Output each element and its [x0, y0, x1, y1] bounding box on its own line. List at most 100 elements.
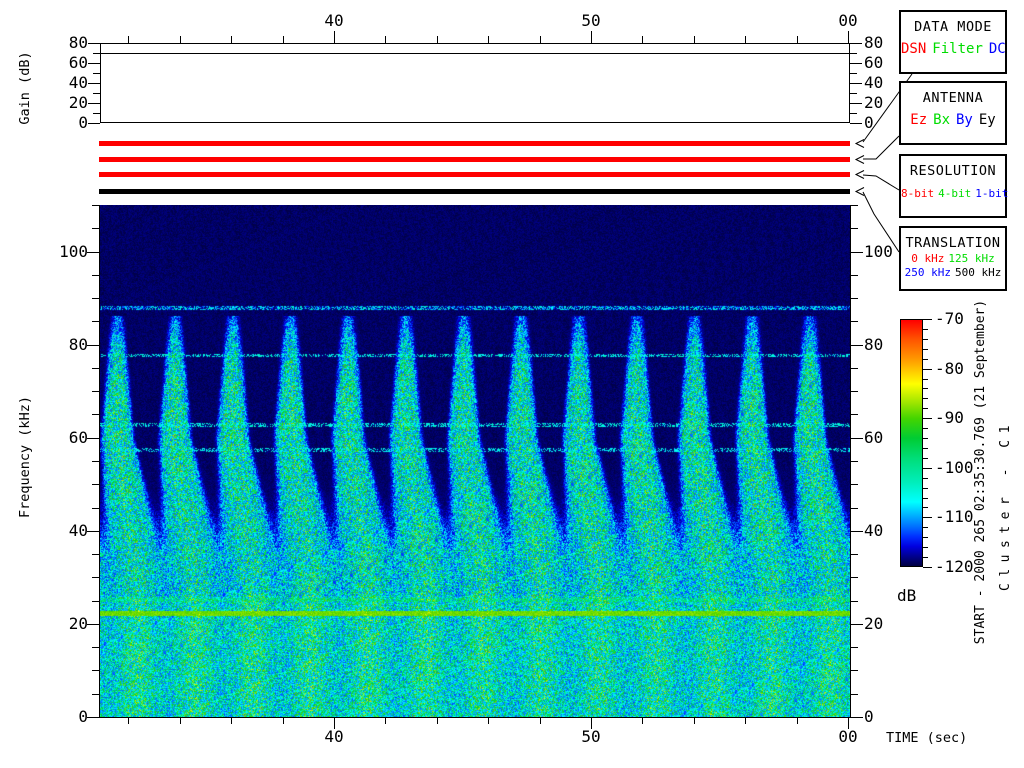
colorbar-tick-minor — [923, 477, 928, 479]
gain-tick-major-right — [850, 43, 862, 44]
gain-tick-label-right: 40 — [864, 73, 884, 92]
time-tick-minor-bottom — [796, 718, 798, 724]
legend-option-4-bit: 4-bit — [938, 187, 972, 200]
freq-tick-minor-right — [850, 274, 858, 276]
freq-tick-major-right — [850, 530, 863, 532]
freq-tick-minor-right — [850, 391, 858, 393]
arrow-head-data-mode-bar — [854, 139, 865, 148]
freq-tick-minor-left — [92, 321, 100, 323]
time-tick-minor-bottom — [488, 718, 490, 724]
time-tick-minor-bottom — [282, 718, 284, 724]
freq-tick-major-left — [87, 437, 100, 439]
gain-tick-minor-right — [850, 113, 857, 114]
colorbar-tick-major — [923, 319, 932, 320]
arrow-head-translation-bar — [854, 187, 865, 196]
legend-option-by: By — [956, 112, 973, 128]
legend-option-dc: DC — [988, 41, 1006, 57]
time-tick-minor-bottom — [179, 718, 181, 724]
status-bar-antenna-bar — [99, 157, 850, 162]
freq-tick-minor-left — [92, 205, 100, 206]
time-tick-minor-bottom — [745, 718, 747, 724]
time-tick-minor-top — [745, 36, 747, 43]
colorbar-tick-major — [923, 467, 932, 469]
arrow-line-resolution-bar — [862, 174, 900, 191]
time-tick-minor-bottom — [231, 718, 233, 724]
time-tick-minor-bottom — [436, 718, 438, 724]
colorbar-tick-minor — [923, 388, 928, 390]
freq-tick-minor-left — [92, 554, 100, 556]
freq-tick-major-right — [850, 344, 863, 346]
gain-tick-minor-right — [850, 73, 857, 74]
time-tick-major-bottom — [334, 718, 335, 729]
freq-tick-minor-right — [850, 507, 858, 509]
legend-title-antenna: ANTENNA — [922, 90, 984, 106]
time-tick-minor-top — [642, 36, 644, 43]
gain-tick-minor-left — [93, 73, 100, 74]
freq-tick-minor-right — [850, 670, 858, 672]
freq-tick-label-right: 20 — [864, 613, 884, 633]
spectrogram-frame — [99, 205, 851, 718]
freq-tick-minor-left — [92, 414, 100, 416]
gain-tick-label-left: 60 — [68, 53, 88, 72]
start-time-text: START - 2000 265 02:35:30.769 (21 Septem… — [973, 299, 988, 645]
colorbar-tick-minor — [923, 328, 928, 330]
status-bar-data-mode-bar — [99, 141, 850, 146]
legend-box-resolution: RESOLUTION 8-bit 4-bit 1-bit — [899, 154, 1008, 218]
freq-tick-label-left: 40 — [68, 520, 88, 540]
gain-tick-major-left — [88, 123, 100, 124]
freq-tick-label-right: 0 — [864, 707, 874, 726]
gain-tick-minor-left — [93, 93, 100, 94]
freq-tick-minor-left — [92, 484, 100, 486]
freq-tick-major-left — [87, 623, 100, 625]
colorbar-tick-minor — [923, 487, 928, 489]
time-axis-title: TIME (sec) — [886, 730, 968, 746]
freq-tick-minor-left — [92, 274, 100, 276]
gain-tick-minor-right — [850, 53, 857, 54]
gain-tick-major-left — [88, 83, 100, 84]
colorbar-tick-minor — [923, 338, 928, 340]
colorbar-tick-minor — [923, 447, 928, 449]
freq-tick-minor-left — [92, 693, 100, 695]
freq-tick-minor-right — [850, 693, 858, 695]
freq-tick-minor-left — [92, 228, 100, 230]
arrow-head-antenna-bar — [854, 155, 865, 164]
freq-tick-minor-right — [850, 321, 858, 323]
time-tick-minor-top — [128, 36, 130, 43]
legend-option-ez: Ez — [910, 112, 928, 128]
colorbar-tick-minor — [923, 507, 928, 509]
freq-tick-minor-right — [850, 647, 858, 649]
colorbar-tick-minor — [923, 408, 928, 410]
freq-tick-major-right — [850, 717, 863, 718]
time-tick-label-bottom: 00 — [838, 727, 858, 746]
time-tick-major-bottom — [591, 718, 592, 729]
legend-option-500-khz: 500 kHz — [955, 266, 1002, 279]
colorbar-tick-label: -100 — [935, 457, 974, 477]
gain-tick-label-right: 0 — [864, 113, 874, 132]
time-tick-label-bottom: 40 — [324, 727, 344, 746]
gain-tick-major-left — [88, 43, 100, 44]
freq-tick-label-left: 0 — [78, 707, 88, 726]
freq-tick-minor-right — [850, 367, 858, 369]
colorbar — [900, 319, 923, 567]
colorbar-tick-minor — [923, 537, 928, 539]
gain-tick-major-left — [88, 63, 100, 64]
colorbar-tick-label: -120 — [935, 557, 974, 576]
freq-tick-major-left — [87, 717, 100, 718]
time-tick-minor-bottom — [642, 718, 644, 724]
freq-tick-minor-left — [92, 367, 100, 369]
freq-tick-minor-right — [850, 298, 858, 300]
colorbar-tick-minor — [923, 358, 928, 360]
freq-tick-minor-right — [850, 205, 858, 206]
gain-tick-minor-left — [93, 113, 100, 114]
time-tick-major-bottom — [848, 718, 849, 729]
legend-option-filter: Filter — [932, 41, 983, 57]
colorbar-tick-label: -90 — [935, 408, 964, 428]
legend-option-125-khz: 125 kHz — [948, 252, 995, 265]
freq-tick-minor-right — [850, 484, 858, 486]
colorbar-tick-label: -80 — [935, 358, 964, 378]
freq-tick-major-right — [850, 251, 863, 253]
freq-tick-label-right: 80 — [864, 334, 884, 354]
gain-tick-major-right — [850, 123, 862, 124]
freq-tick-minor-left — [92, 600, 100, 602]
gain-trace-line — [101, 53, 849, 54]
